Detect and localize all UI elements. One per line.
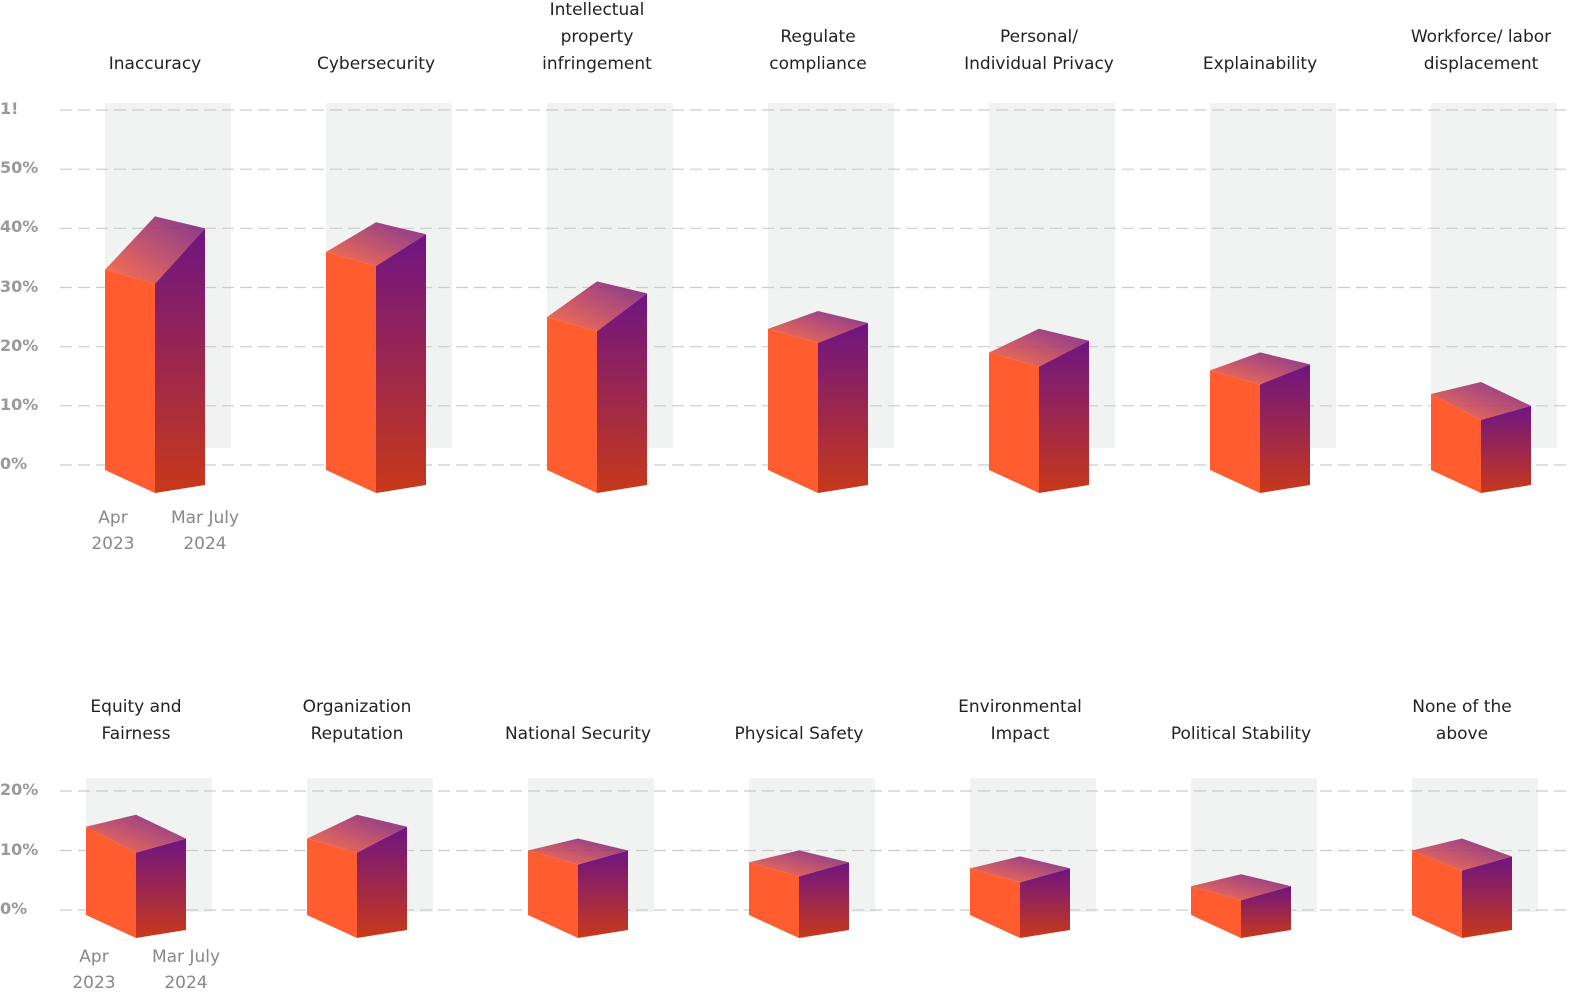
bar-front (989, 352, 1039, 493)
bar-front (1191, 886, 1241, 938)
bar-front (768, 328, 818, 493)
y-tick-label: 1! (0, 99, 19, 118)
y-tick-label: 40% (0, 217, 39, 237)
bar-side (818, 323, 868, 493)
category-label: Cybersecurity (316, 54, 436, 74)
bar-side (1039, 340, 1089, 493)
bar-front (326, 252, 376, 493)
category-label: Explainability (1202, 54, 1318, 74)
category-label: Physical Safety (734, 724, 864, 744)
bar-side (1481, 405, 1531, 493)
y-tick-label: 50% (0, 158, 39, 178)
bar-top (528, 838, 628, 865)
bar-top (86, 814, 186, 853)
bar-top (989, 328, 1089, 367)
bar-top (749, 850, 849, 877)
legend-label: Apr 2023 (91, 508, 135, 554)
bar-side (357, 826, 407, 938)
bar-side (1260, 364, 1310, 493)
bar-side (597, 293, 647, 493)
bar-top (326, 222, 426, 266)
category-label: Equity and Fairness (90, 697, 182, 744)
bar-front (105, 269, 155, 493)
bar-front (749, 862, 799, 938)
bar-top (970, 856, 1070, 883)
bar-top (105, 216, 205, 284)
bar-top (307, 814, 407, 853)
legend-label: Mar July 2024 (170, 508, 240, 554)
bar-side (376, 234, 426, 493)
bar-side (155, 228, 205, 494)
legend-label: Apr 2023 (72, 947, 116, 993)
bar-front (307, 838, 357, 938)
category-label: Organization Reputation (302, 697, 412, 744)
y-tick-label: 20% (0, 780, 39, 799)
category-label: Regulate compliance (769, 27, 867, 74)
y-tick-label: 0% (0, 454, 28, 473)
y-tick-label: 0% (0, 899, 28, 918)
category-label: Workforce/ labor displacement (1410, 27, 1552, 74)
bar-top (1191, 874, 1291, 901)
bar-side (578, 850, 628, 938)
category-label: Intellectual property infringement (542, 0, 652, 74)
bar-front (1210, 370, 1260, 493)
bar-front (970, 868, 1020, 938)
bar-top (1210, 352, 1310, 385)
bar-side (136, 838, 186, 938)
category-label: None of the above (1412, 697, 1512, 744)
bar-top (547, 281, 647, 332)
bar-front (1412, 850, 1462, 938)
bar-side (799, 862, 849, 938)
category-label: Personal/ Individual Privacy (964, 27, 1114, 74)
bar-top (1412, 838, 1512, 871)
bar-side (1241, 886, 1291, 938)
bar-top (1431, 382, 1531, 420)
category-label: Political Stability (1170, 724, 1312, 744)
bar-front (1431, 394, 1481, 493)
bar-side (1462, 856, 1512, 938)
bar-front (547, 317, 597, 493)
bar-front (86, 826, 136, 938)
category-label: Environmental Impact (958, 697, 1082, 744)
y-tick-label: 10% (0, 839, 39, 859)
category-label: Inaccuracy (108, 54, 202, 74)
y-tick-label: 30% (0, 276, 39, 296)
bar-side (1020, 868, 1070, 938)
bar-front (528, 850, 578, 938)
y-tick-label: 10% (0, 394, 39, 414)
bar-top (768, 311, 868, 343)
legend-label: Mar July 2024 (151, 947, 221, 993)
y-tick-label: 20% (0, 335, 39, 355)
category-label: National Security (504, 724, 652, 744)
